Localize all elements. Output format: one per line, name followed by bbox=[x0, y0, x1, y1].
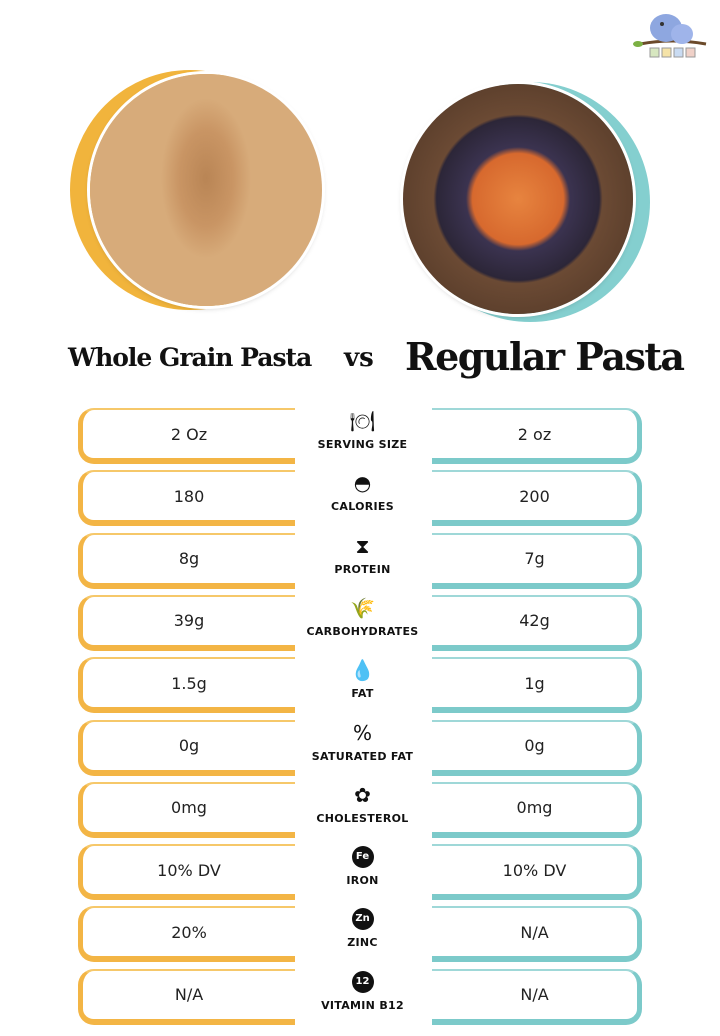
nutrient-label-block: ✿ CHOLESTEROL bbox=[290, 782, 435, 842]
nutrient-label-block: 🌾 CARBOHYDRATES bbox=[290, 595, 435, 655]
whole-grain-pasta-photo bbox=[90, 74, 322, 306]
regular-value-text: 2 oz bbox=[517, 424, 552, 444]
nutrient-row-vitamin-b12: N/A 12 VITAMIN B12 N/A bbox=[78, 968, 642, 1025]
whole-grain-pasta-title: Whole Grain Pasta bbox=[68, 343, 312, 372]
whole-grain-value-text: 20% bbox=[171, 922, 207, 942]
vs-label: vs bbox=[344, 343, 374, 373]
icon-wrap: 🌾 bbox=[290, 595, 435, 621]
whole-grain-value: 0g bbox=[78, 719, 295, 776]
regular-value-text: 0g bbox=[524, 736, 545, 755]
nutrient-row-cholesterol: 0mg ✿ CHOLESTEROL 0mg bbox=[78, 781, 642, 838]
icon-wrap: Zn bbox=[290, 906, 435, 932]
nutrient-label: FAT bbox=[351, 687, 374, 701]
whole-grain-value: 2 Oz bbox=[78, 408, 295, 464]
whole-grain-value-text: 2 Oz bbox=[170, 424, 208, 444]
regular-pasta-photo bbox=[403, 84, 633, 314]
nutrient-row-saturated-fat: 0g % SATURATED FAT 0g bbox=[78, 719, 642, 776]
whole-grain-value-text: 180 bbox=[173, 486, 205, 506]
nutrient-label-block: Fe IRON bbox=[290, 844, 435, 904]
nutrient-row-serving-size: 2 Oz 🍽 SERVING SIZE 2 oz bbox=[78, 408, 642, 464]
whole-grain-value: 0mg bbox=[78, 781, 295, 838]
b12-badge-icon: 12 bbox=[351, 970, 374, 993]
nutrient-label: VITAMIN B12 bbox=[321, 998, 404, 1012]
whole-grain-value-text: 0mg bbox=[171, 798, 207, 818]
nutrient-row-iron: 10% DV Fe IRON 10% DV bbox=[78, 844, 642, 901]
regular-value-text: 1g bbox=[524, 673, 545, 693]
icon-wrap: % bbox=[290, 720, 435, 746]
regular-value: 42g bbox=[432, 594, 642, 651]
icon-wrap: 🍽 bbox=[290, 408, 435, 434]
whole-grain-value: 180 bbox=[78, 470, 295, 527]
regular-value: 10% DV bbox=[432, 844, 642, 901]
nutrient-label-block: 12 VITAMIN B12 bbox=[290, 969, 435, 1029]
nutrient-label: CARBOHYDRATES bbox=[306, 624, 419, 638]
nutrient-row-fat: 1.5g 💧 FAT 1g bbox=[78, 657, 642, 714]
whole-grain-value: 20% bbox=[78, 906, 295, 963]
nutrient-row-calories: 180 ◓ CALORIES 200 bbox=[78, 470, 642, 527]
zinc-badge-icon: Zn bbox=[351, 908, 374, 931]
whole-grain-value-text: 1.5g bbox=[171, 673, 207, 693]
whole-grain-value-text: 0g bbox=[178, 736, 200, 755]
nutrient-label: ZINC bbox=[347, 936, 378, 950]
regular-value-text: 7g bbox=[524, 549, 545, 569]
gauge-icon: ◓ bbox=[353, 471, 372, 496]
regular-value: N/A bbox=[432, 968, 642, 1025]
icon-wrap: ✿ bbox=[290, 782, 435, 808]
whole-grain-value-text: 8g bbox=[178, 549, 200, 569]
nutrient-label-block: Zn ZINC bbox=[290, 906, 435, 966]
molecule-icon: ✿ bbox=[354, 782, 371, 807]
regular-value-text: N/A bbox=[520, 985, 549, 1005]
icon-wrap: Fe bbox=[290, 844, 435, 870]
regular-value-text: 10% DV bbox=[502, 860, 567, 880]
whole-grain-value-text: N/A bbox=[174, 985, 204, 1005]
percent-drop-icon: % bbox=[352, 720, 372, 745]
whole-grain-value-text: 39g bbox=[173, 611, 205, 631]
protein-chain-icon: ⧗ bbox=[355, 533, 370, 558]
icon-wrap: 💧 bbox=[290, 657, 435, 683]
whole-grain-value: 8g bbox=[78, 532, 295, 589]
regular-value: 2 oz bbox=[432, 408, 642, 464]
nutrient-label-block: ⧗ PROTEIN bbox=[290, 533, 435, 593]
whole-grain-value: N/A bbox=[78, 968, 295, 1025]
regular-value: N/A bbox=[432, 906, 642, 963]
regular-value: 7g bbox=[432, 532, 642, 589]
nutrient-label: CALORIES bbox=[331, 500, 394, 514]
regular-value: 200 bbox=[432, 470, 642, 527]
nutrient-label-block: 💧 FAT bbox=[290, 657, 435, 717]
nutrient-row-carbohydrates: 39g 🌾 CARBOHYDRATES 42g bbox=[78, 594, 642, 651]
icon-wrap: ◓ bbox=[290, 470, 435, 496]
regular-value-text: 200 bbox=[519, 486, 550, 506]
whole-grain-value: 39g bbox=[78, 594, 295, 651]
regular-value: 0g bbox=[432, 719, 642, 776]
nutrient-label: SERVING SIZE bbox=[317, 438, 408, 451]
drop-icon: 💧 bbox=[350, 658, 375, 683]
regular-value-text: 0mg bbox=[516, 798, 553, 818]
nutrient-label-block: % SATURATED FAT bbox=[290, 720, 435, 780]
nutrient-row-zinc: 20% Zn ZINC N/A bbox=[78, 906, 642, 963]
regular-value: 1g bbox=[432, 657, 642, 714]
regular-value-text: 42g bbox=[519, 611, 550, 631]
whole-grain-value: 1.5g bbox=[78, 657, 295, 714]
regular-value-text: N/A bbox=[520, 922, 549, 942]
moms-who-think-logo bbox=[632, 8, 712, 78]
nutrient-label: PROTEIN bbox=[334, 562, 391, 576]
icon-wrap: ⧗ bbox=[290, 533, 435, 559]
regular-value: 0mg bbox=[432, 781, 642, 838]
utensils-plate-icon: 🍽 bbox=[349, 409, 376, 433]
nutrient-label: CHOLESTEROL bbox=[316, 811, 409, 825]
nutrient-label: IRON bbox=[346, 874, 379, 888]
nutrient-row-protein: 8g ⧗ PROTEIN 7g bbox=[78, 532, 642, 589]
nutrient-label: SATURATED FAT bbox=[311, 749, 414, 763]
nutrient-label-block: ◓ CALORIES bbox=[290, 470, 435, 530]
whole-grain-value-text: 10% DV bbox=[157, 860, 221, 880]
whole-grain-value: 10% DV bbox=[78, 844, 295, 901]
wheat-icon: 🌾 bbox=[350, 595, 375, 620]
icon-wrap: 12 bbox=[290, 969, 435, 995]
nutrient-label-block: 🍽 SERVING SIZE bbox=[290, 408, 435, 468]
regular-pasta-title: Regular Pasta bbox=[405, 334, 685, 379]
iron-badge-icon: Fe bbox=[351, 846, 374, 869]
